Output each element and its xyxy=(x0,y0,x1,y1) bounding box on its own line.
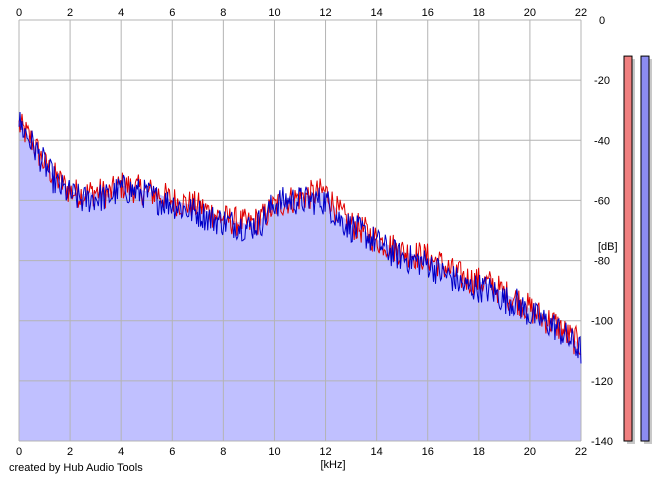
x-tick-label-top: 14 xyxy=(371,7,383,19)
y-tick-label: -20 xyxy=(594,75,610,87)
x-tick-label-top: 0 xyxy=(16,7,22,19)
y-tick-label: -80 xyxy=(594,256,610,268)
x-tick-label-bottom: 10 xyxy=(268,446,280,458)
x-tick-label-bottom: 20 xyxy=(524,446,536,458)
x-tick-label-top: 8 xyxy=(220,7,226,19)
y-tick-labels: 0 -20 -40 -60 -80 -100 -120 -140 xyxy=(591,15,613,448)
x-tick-label-bottom: 22 xyxy=(575,446,587,458)
x-tick-label-top: 22 xyxy=(575,7,587,19)
left-level-meter xyxy=(623,55,633,442)
right-channel-line xyxy=(18,111,582,364)
x-tick-labels-top: 0 2 4 6 8 10 12 14 16 18 20 22 xyxy=(16,7,587,19)
x-tick-label-bottom: 0 xyxy=(16,446,22,458)
x-tick-labels-bottom: 0 2 4 6 8 10 12 14 16 18 20 22 xyxy=(16,446,587,458)
y-tick-label: -120 xyxy=(591,376,613,388)
x-tick-label-top: 18 xyxy=(473,7,485,19)
x-tick-label-bottom: 18 xyxy=(473,446,485,458)
x-tick-label-top: 10 xyxy=(268,7,280,19)
grid-layer xyxy=(18,19,582,442)
x-tick-label-bottom: 8 xyxy=(220,446,226,458)
x-tick-label-bottom: 12 xyxy=(319,446,331,458)
x-tick-label-bottom: 16 xyxy=(422,446,434,458)
y-tick-label: 0 xyxy=(599,15,605,27)
left-channel-line xyxy=(18,113,582,356)
y-tick-label: -60 xyxy=(594,195,610,207)
y-tick-label: -40 xyxy=(594,135,610,147)
y-tick-label: -140 xyxy=(591,436,613,448)
series-layer xyxy=(18,111,582,364)
y-tick-label: -100 xyxy=(591,316,613,328)
right-level-meter xyxy=(640,55,650,442)
x-axis-label: [kHz] xyxy=(320,459,345,471)
x-tick-label-top: 6 xyxy=(169,7,175,19)
x-tick-label-top: 4 xyxy=(118,7,124,19)
x-tick-label-top: 2 xyxy=(67,7,73,19)
credit-text: created by Hub Audio Tools xyxy=(9,462,143,474)
y-axis-label: [dB] xyxy=(598,241,618,253)
level-meters xyxy=(623,55,652,444)
x-tick-label-bottom: 2 xyxy=(67,446,73,458)
x-tick-label-top: 20 xyxy=(524,7,536,19)
x-tick-label-top: 16 xyxy=(422,7,434,19)
x-tick-label-bottom: 4 xyxy=(118,446,124,458)
x-tick-label-top: 12 xyxy=(319,7,331,19)
x-tick-label-bottom: 6 xyxy=(169,446,175,458)
x-tick-label-bottom: 14 xyxy=(371,446,383,458)
